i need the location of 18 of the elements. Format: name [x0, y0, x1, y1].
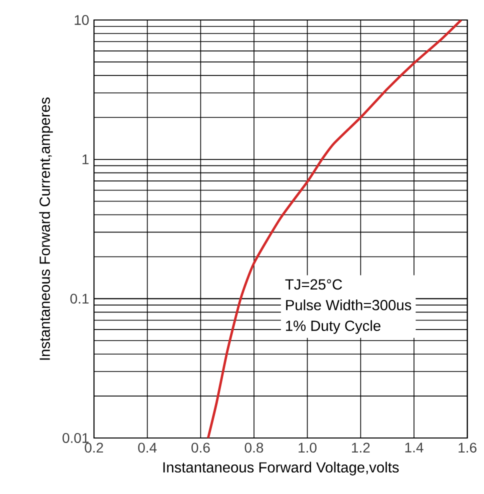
x-tick-label: 0.8 [244, 442, 264, 453]
x-tick-label: 1.4 [405, 442, 424, 452]
y-axis-title: Instantaneous Forward Current,amperes [39, 98, 53, 360]
x-tick-label: 0.6 [191, 442, 210, 453]
x-tick-label: 1.6 [458, 442, 476, 453]
y-tick-label: 0.01 [62, 433, 89, 443]
annotation: 1% Duty Cycle [286, 320, 380, 334]
annotation: TJ=25°C [285, 279, 342, 290]
x-tick-label: 1.0 [298, 442, 317, 453]
y-tick-label: 10 [74, 15, 89, 25]
y-tick-label: 0.1 [70, 294, 89, 304]
line-series [206, 20, 462, 438]
x-tick-label: 0.2 [84, 442, 104, 453]
y-tick-label: 1 [82, 154, 89, 164]
x-tick-label: 0.4 [138, 442, 157, 453]
annotation: Pulse Width=300us [286, 300, 412, 310]
x-axis-title: Instantaneous Forward Voltage,volts [163, 462, 399, 476]
x-tick-label: 1.2 [352, 442, 370, 452]
